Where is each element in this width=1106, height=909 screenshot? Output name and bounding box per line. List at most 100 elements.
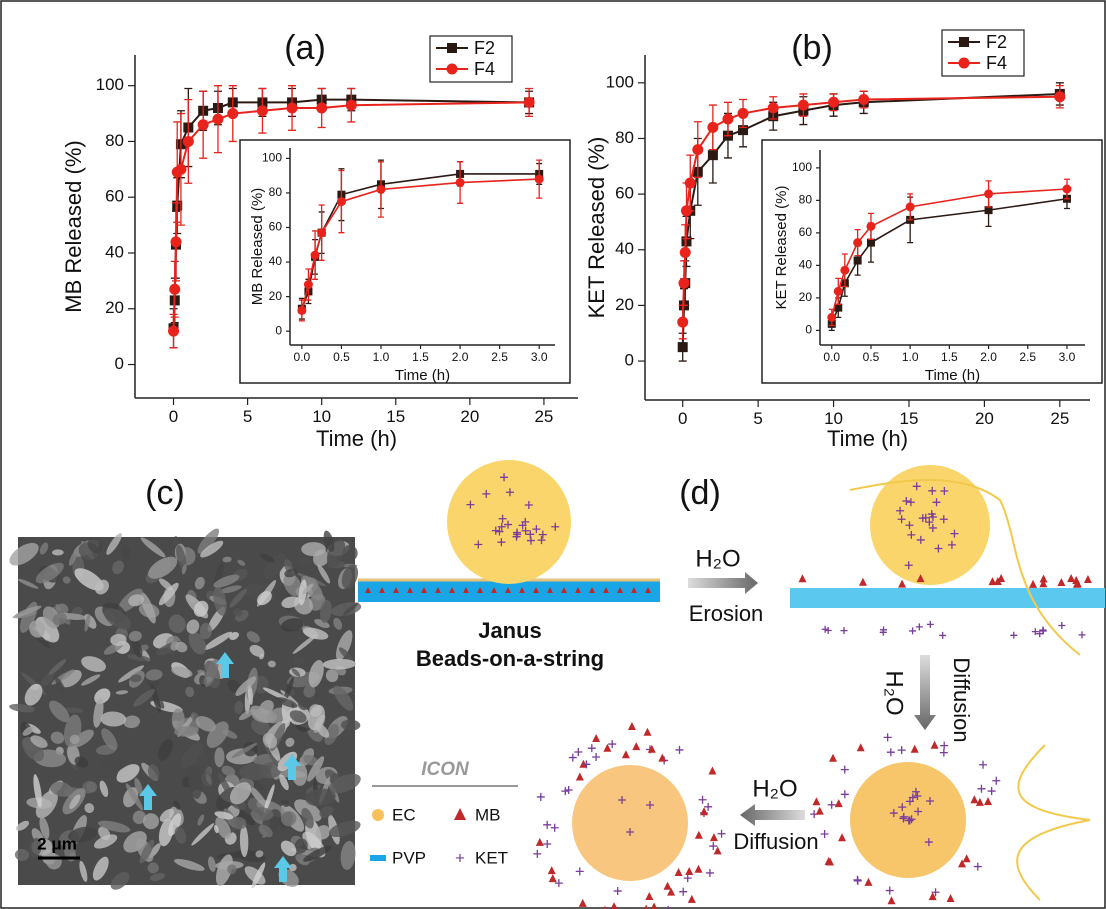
- inset-frame: [762, 140, 1102, 383]
- marker: [170, 236, 181, 247]
- process: Diffusion: [949, 657, 974, 742]
- mb-particle: [708, 766, 716, 774]
- y-tick-label: 100: [792, 160, 812, 174]
- x-tick-label: 0: [169, 407, 178, 426]
- ec-bead: [447, 460, 571, 584]
- ket-particle: [676, 746, 684, 754]
- mb-particle: [816, 807, 824, 815]
- ket-particle: [533, 850, 541, 858]
- marker: [376, 185, 385, 194]
- mb-particle: [643, 728, 651, 736]
- y-tick-label: 60: [105, 187, 124, 206]
- marker: [738, 108, 749, 119]
- marker: [707, 122, 718, 133]
- y-tick-label: 60: [269, 220, 283, 234]
- mb-particle: [970, 795, 978, 803]
- ket-particle: [939, 632, 946, 639]
- y-tick-label: 20: [269, 289, 283, 303]
- ket-particle: [576, 867, 584, 875]
- marker: [984, 189, 993, 198]
- fiber: [1017, 745, 1090, 900]
- mb-particle: [603, 744, 611, 752]
- reagent: H₂O: [752, 775, 797, 802]
- y-axis-label: KET Released (%): [584, 137, 609, 319]
- ket-particle: [887, 748, 895, 756]
- arrow: [688, 572, 758, 594]
- mb-particle: [610, 902, 618, 909]
- marker: [1054, 91, 1065, 102]
- y-tick-label: 20: [615, 295, 634, 314]
- ket-particle: [927, 621, 934, 628]
- ket-particle: [706, 869, 714, 877]
- chart: 0204060801000.00.51.01.52.02.53.0Time (h…: [240, 140, 570, 384]
- marker: [183, 136, 194, 147]
- reagent: H₂O: [881, 670, 908, 715]
- marker: [678, 342, 688, 352]
- bead-label: Beads-on-a-string: [416, 646, 604, 671]
- y-tick-label: 20: [799, 290, 813, 304]
- x-tick-label: 2.0: [980, 350, 997, 364]
- icon-ec: [372, 809, 384, 821]
- process: Erosion: [689, 601, 764, 626]
- charts: 0204060801000510152025Time (h)MB Release…: [61, 29, 1102, 451]
- mb-particle: [536, 838, 544, 846]
- ket-particle: [898, 746, 906, 754]
- x-tick-label: 2.5: [491, 350, 508, 364]
- mb-particle: [685, 867, 693, 875]
- y-axis-label: MB Released (%): [61, 140, 86, 312]
- mb-particle: [798, 574, 806, 582]
- marker: [677, 317, 688, 328]
- marker: [906, 202, 915, 211]
- mb-particle: [888, 896, 896, 904]
- x-axis-label: Time (h): [395, 367, 450, 384]
- chart-title: (b): [791, 29, 833, 67]
- marker: [692, 144, 703, 155]
- ket-particle: [1039, 627, 1046, 634]
- mb-particle: [628, 722, 636, 730]
- mb-particle: [1084, 575, 1092, 583]
- reagent: H₂O: [695, 545, 740, 572]
- x-tick-label: 15: [386, 407, 405, 426]
- marker: [685, 177, 696, 188]
- marker: [840, 266, 849, 275]
- icon-mb: [454, 808, 466, 820]
- marker: [866, 222, 875, 231]
- legend-label: F4: [474, 59, 495, 79]
- x-tick-label: 25: [1050, 409, 1069, 428]
- ket-particle: [977, 785, 985, 793]
- mb-particle: [1040, 575, 1048, 583]
- ket-particle: [574, 748, 582, 756]
- marker: [168, 326, 179, 337]
- ket-particle: [940, 749, 948, 757]
- marker: [858, 94, 869, 105]
- x-axis-label: Time (h): [316, 426, 397, 451]
- legend-label: F2: [986, 32, 1007, 52]
- y-tick-label: 60: [615, 184, 634, 203]
- pvp-layer: [790, 588, 1105, 608]
- mb-particle: [695, 831, 703, 839]
- x-tick-label: 3.0: [1059, 350, 1076, 364]
- legend-marker: [447, 43, 457, 53]
- y-tick-label: 40: [105, 242, 124, 261]
- ket-particle: [709, 842, 717, 850]
- ket-particle: [854, 877, 862, 885]
- ket-particle: [699, 796, 707, 804]
- mb-particle: [947, 894, 955, 902]
- mb-particle: [963, 854, 971, 862]
- bead-label: Janus: [478, 618, 542, 643]
- mb-particle: [835, 799, 843, 807]
- marker: [175, 164, 186, 175]
- ket-particle: [569, 754, 577, 762]
- y-tick-label: 40: [269, 254, 283, 268]
- marker: [524, 97, 535, 108]
- x-axis-label: Time (h): [827, 426, 908, 451]
- x-tick-label: 10: [312, 407, 331, 426]
- ket-particle: [974, 863, 982, 871]
- x-tick-label: 1.0: [373, 350, 390, 364]
- mb-particle: [710, 833, 718, 841]
- x-tick-label: 2.5: [1019, 350, 1036, 364]
- ket-particle: [916, 623, 923, 630]
- ket-particle: [988, 787, 996, 795]
- mb-particle: [812, 797, 820, 805]
- arrow: [740, 804, 805, 826]
